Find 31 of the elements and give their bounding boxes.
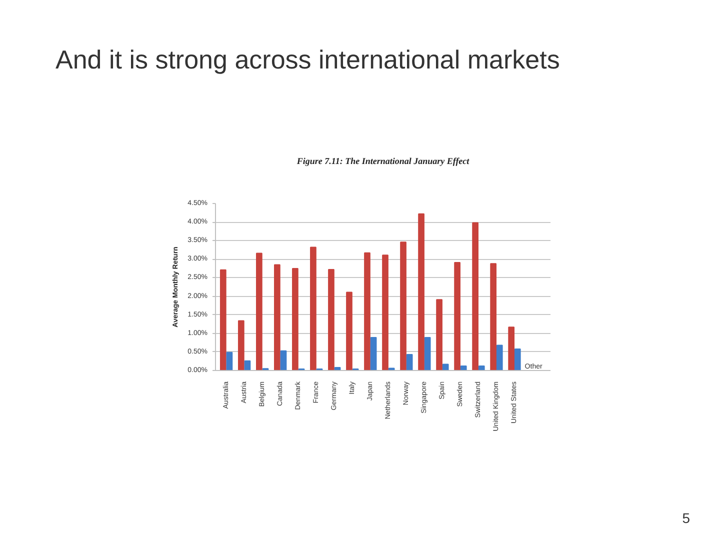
bar — [256, 252, 262, 370]
bar — [238, 320, 244, 370]
bar — [460, 366, 467, 370]
bar — [370, 336, 377, 370]
bar — [490, 263, 496, 370]
bar — [472, 222, 478, 370]
bar — [436, 299, 442, 370]
bar — [406, 354, 413, 370]
chart-subtitle: Figure 7.11: The International January Effect — [296, 156, 470, 166]
bar — [310, 246, 316, 370]
bar — [400, 242, 406, 370]
bar — [346, 292, 352, 370]
bar — [364, 252, 370, 370]
bar — [382, 254, 388, 370]
bar — [220, 269, 226, 370]
bar — [244, 360, 251, 370]
bar — [280, 350, 287, 370]
bar — [292, 268, 298, 370]
bar — [478, 366, 485, 370]
bar — [508, 326, 515, 370]
bar — [424, 336, 431, 370]
chart-title: And it is strong across international markets — [56, 44, 560, 74]
bar — [454, 262, 460, 370]
bar — [226, 352, 233, 370]
bar — [418, 213, 424, 370]
bar — [496, 344, 503, 370]
bar — [514, 348, 521, 370]
text: 5 — [682, 510, 690, 526]
bar — [442, 364, 449, 370]
bar — [274, 264, 280, 370]
bar — [328, 269, 334, 370]
